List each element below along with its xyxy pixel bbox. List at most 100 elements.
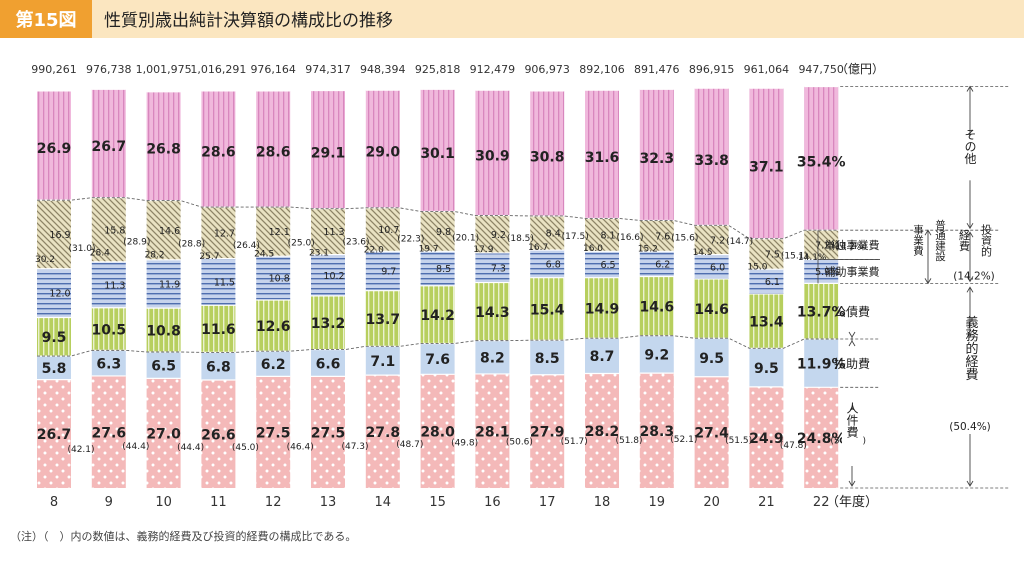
data-label-sonota: 33.8 xyxy=(694,153,729,169)
data-label-gimuteki: (46.4) xyxy=(287,443,314,453)
data-label-hojo: 10.2 xyxy=(323,271,344,282)
bar-segment-jinken-13 xyxy=(311,376,345,488)
data-label-kosai: 9.5 xyxy=(42,330,67,346)
bar-segment-tandoku-12 xyxy=(256,207,291,257)
bar-segment-sonota-18 xyxy=(585,90,619,219)
bar-segment-fujo-22 xyxy=(804,338,839,388)
data-label-kosai: 14.9 xyxy=(585,301,620,317)
bar-segment-jinken-22 xyxy=(804,387,839,488)
bar-segment-tandoku-14 xyxy=(365,207,400,252)
bar-segment-sonota-14 xyxy=(365,90,400,208)
legend-jinken: 人件費 xyxy=(845,402,859,438)
data-label-kosai: 13.2 xyxy=(311,316,346,332)
data-label-jinken: 28.1 xyxy=(475,424,510,440)
bar-segment-hojo-15 xyxy=(420,251,455,286)
data-label-kosai: 15.4 xyxy=(530,302,565,318)
bar-segment-jinken-18 xyxy=(585,373,619,488)
data-label-kosai: 13.4 xyxy=(749,314,784,330)
bar-segment-hojo-13 xyxy=(311,254,345,296)
total-label-19: 891,476 xyxy=(634,63,680,76)
x-tick-label: 8 xyxy=(50,495,58,510)
bar-segment-sonota-20 xyxy=(694,88,729,226)
data-label-kosai: 12.6 xyxy=(256,319,291,335)
data-label-hojo: 5.9% xyxy=(815,267,839,278)
data-label-fujo: 8.7 xyxy=(590,349,615,365)
data-label-hojo: 6.1 xyxy=(765,277,780,288)
bar-segment-sonota-10 xyxy=(146,91,181,201)
legend-tandoku: 単独事業費 xyxy=(825,238,880,252)
data-label-hojo: 11.5 xyxy=(214,278,235,289)
legend-gimu-pct: (50.4%) xyxy=(949,421,991,433)
total-label-8: 990,261 xyxy=(31,63,77,76)
legend-futsu-1: 普通建設 xyxy=(934,218,946,262)
data-label-tandoku: 9.8 xyxy=(436,227,451,238)
data-label-gimuteki: (44.4) xyxy=(177,443,204,453)
bar-group-13 xyxy=(311,89,345,488)
legend-gimu: 義務的経費 xyxy=(963,315,979,381)
data-label-jinken: 27.5 xyxy=(256,425,291,441)
data-label-fujo: 9.5 xyxy=(754,361,779,377)
data-label-jinken: 27.9 xyxy=(530,425,565,441)
bar-segment-hojo-17 xyxy=(530,250,565,278)
bar-group-16 xyxy=(475,89,510,488)
bar-segment-fujo-8 xyxy=(37,356,71,380)
bar-segment-jinken-19 xyxy=(639,373,674,488)
data-label-futsu-kensetsu: 28.4 xyxy=(90,249,110,259)
unit-label: （億円） xyxy=(836,62,884,76)
bar-segment-sonota-22 xyxy=(804,86,839,231)
data-label-gimuteki: (45.0) xyxy=(232,443,259,453)
bar-segment-jinken-9 xyxy=(91,375,126,488)
data-label-kosai: 14.2 xyxy=(420,308,455,324)
data-label-hojo: 12.0 xyxy=(49,289,70,300)
data-label-jinken: 27.4 xyxy=(694,426,729,442)
header-badge xyxy=(0,0,92,38)
bar-segment-sonota-8 xyxy=(37,90,71,201)
bar-segment-hojo-21 xyxy=(749,269,784,294)
data-label-futsu-kensetsu: 28.2 xyxy=(145,250,165,260)
bar-segment-kosai-22 xyxy=(804,283,839,339)
data-label-kosai: 14.3 xyxy=(475,305,510,321)
bar-segment-hojo-8 xyxy=(37,268,71,318)
bar-segment-fujo-21 xyxy=(749,348,784,387)
data-label-jinken: 28.3 xyxy=(640,424,675,440)
data-label-sonota: 31.6 xyxy=(585,150,620,166)
data-label-futsu-kensetsu: 17.9 xyxy=(473,245,493,255)
x-tick-label: 19 xyxy=(649,495,666,510)
bar-segment-fujo-16 xyxy=(475,340,510,374)
bar-segment-hojo-22 xyxy=(804,259,839,284)
total-label-22: 947,750 xyxy=(798,63,844,76)
total-label-15: 925,818 xyxy=(415,63,461,76)
data-label-sonota: 28.6 xyxy=(201,145,236,161)
data-label-sonota: 26.7 xyxy=(92,139,127,155)
bar-segment-jinken-21 xyxy=(749,386,784,488)
total-label-10: 1,001,975 xyxy=(136,63,192,76)
bar-segment-kosai-21 xyxy=(749,293,784,349)
data-label-kosai: 10.8 xyxy=(146,323,181,339)
data-label-toshiteki: (16.6) xyxy=(616,233,643,243)
bar-segment-kosai-12 xyxy=(256,300,291,352)
bar-segment-jinken-11 xyxy=(201,380,236,488)
data-label-jinken: 24.8% xyxy=(797,431,846,447)
data-label-kosai: 13.7% xyxy=(797,305,846,321)
bar-segment-tandoku-20 xyxy=(694,225,729,255)
x-tick-label: 15 xyxy=(429,495,446,510)
data-label-tandoku: 16.9 xyxy=(49,230,70,241)
bar-segment-hojo-9 xyxy=(91,261,126,308)
data-label-hojo: 7.3 xyxy=(491,263,506,274)
data-label-jinken: 27.8 xyxy=(366,425,401,441)
bar-segment-hojo-14 xyxy=(365,251,400,291)
data-label-gimuteki: (51.7) xyxy=(561,437,588,447)
bar-segment-fujo-9 xyxy=(91,350,126,376)
bar-segment-sonota-9 xyxy=(91,89,126,198)
total-label-20: 896,915 xyxy=(689,63,735,76)
data-label-gimuteki: (51.8) xyxy=(615,436,642,446)
bar-segment-kosai-14 xyxy=(365,290,400,347)
total-label-9: 976,738 xyxy=(86,63,132,76)
data-label-hojo: 11.3 xyxy=(104,280,125,291)
data-label-toshiteki: (26.4) xyxy=(233,241,260,251)
data-label-sonota: 32.3 xyxy=(640,151,675,167)
legend-futsu-2: 事業費 xyxy=(912,224,924,257)
data-label-fujo: 7.6 xyxy=(425,352,450,368)
bar-group-15 xyxy=(420,88,455,488)
